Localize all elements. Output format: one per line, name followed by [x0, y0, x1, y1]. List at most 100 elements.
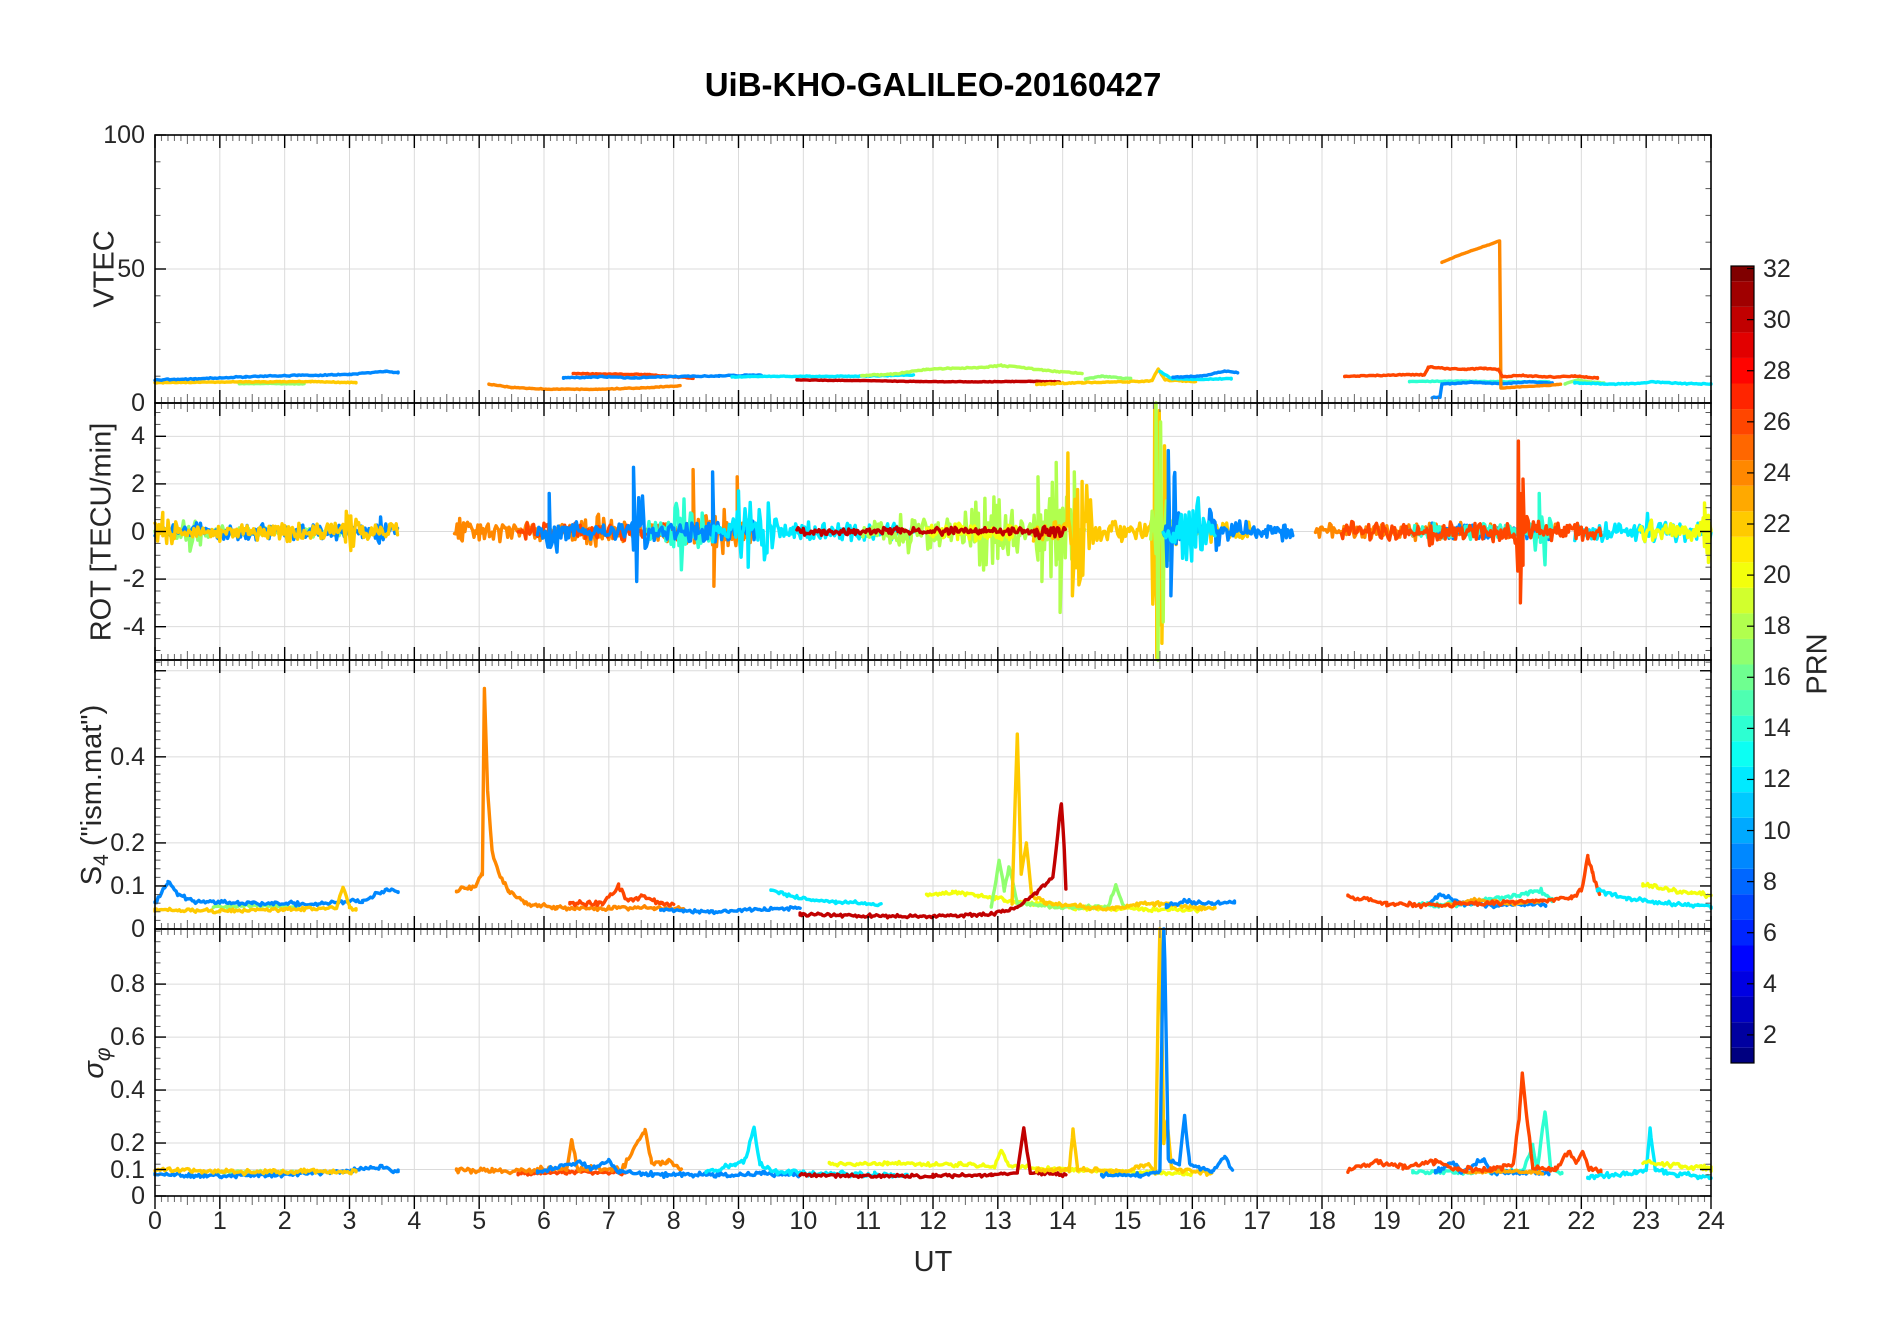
ytick-sigma-phi-0.1: 0.1 [110, 1155, 145, 1184]
colorbar-band-18 [1731, 613, 1754, 639]
colorbar-band-19 [1731, 587, 1754, 614]
trace-prn-22 [1010, 732, 1217, 912]
ytick-rot--2: -2 [122, 565, 145, 594]
panel-sigma-phi [153, 927, 1713, 1209]
trace-prn-9 [1427, 892, 1548, 910]
colorbar-band-29 [1731, 332, 1754, 358]
cbtick-label-18: 18 [1763, 612, 1791, 641]
xlabel-ut: UT [913, 1246, 953, 1278]
colorbar-label: PRN [1801, 633, 1834, 695]
ytick-rot-4: 4 [131, 422, 145, 451]
ytick-rot--4: -4 [122, 612, 145, 641]
ytick-sigma-phi-0.6: 0.6 [110, 1023, 145, 1052]
trace-prn-9 [153, 879, 400, 908]
trace-prn-12 [1595, 887, 1713, 910]
xtick-14: 14 [1048, 1207, 1077, 1235]
cbtick-label-2: 2 [1763, 1020, 1777, 1049]
xtick-8: 8 [666, 1207, 681, 1235]
xtick-1: 1 [212, 1207, 227, 1235]
ticks-s4 [154, 660, 1712, 930]
ytick-rot-0: 0 [131, 517, 145, 546]
colorbar-band-28 [1731, 357, 1754, 384]
trace-prn-22 [1035, 367, 1198, 387]
ytick-sigma-phi-0.4: 0.4 [110, 1076, 145, 1105]
xtick-3: 3 [342, 1207, 357, 1235]
cbtick-label-20: 20 [1763, 561, 1791, 590]
xtick-23: 23 [1632, 1207, 1661, 1235]
cbtick-label-8: 8 [1763, 867, 1777, 896]
trace-prn-12 [1586, 1126, 1713, 1181]
cbtick-label-12: 12 [1763, 765, 1791, 794]
colorbar-band-4 [1731, 971, 1754, 997]
panel-frame-sigma-phi [154, 928, 1712, 1197]
colorbar-band-9 [1731, 843, 1754, 869]
trace-prn-30 [795, 378, 1062, 384]
xtick-15: 15 [1113, 1207, 1142, 1235]
trace-prn-20 [924, 521, 1019, 543]
ytick-s4-0: 0 [131, 915, 145, 943]
cbtick-label-4: 4 [1763, 969, 1777, 998]
colorbar-band-21 [1731, 536, 1754, 563]
colorbar-band-24 [1731, 460, 1754, 486]
panel-vtec [153, 134, 1713, 404]
chart-title: UiB-KHO-GALILEO-20160427 [704, 66, 1162, 103]
trace-prn-22 [153, 379, 358, 385]
colorbar-band-25 [1731, 434, 1754, 461]
ytick-vtec-0: 0 [131, 389, 145, 417]
colorbar-band-26 [1731, 409, 1754, 435]
trace-prn-26 [1339, 439, 1603, 605]
trace-prn-30 [795, 524, 1067, 541]
trace-prn-9 [659, 905, 802, 916]
trace-prn-22 [1035, 927, 1214, 1177]
colorbar-band-11 [1731, 792, 1754, 818]
trace-prn-26 [1346, 853, 1602, 910]
trace-prn-12 [769, 888, 883, 908]
xtick-7: 7 [601, 1207, 616, 1235]
ylabel-rot: ROT [TECU/min] [85, 422, 118, 641]
cbtick-label-28: 28 [1763, 356, 1791, 385]
trace-prn-9 [561, 373, 763, 380]
cbtick-label-10: 10 [1763, 816, 1791, 845]
colorbar-band-30 [1731, 306, 1754, 333]
trace-prn-22 [153, 885, 358, 915]
ytick-s4-0.4: 0.4 [110, 742, 145, 771]
xtick-19: 19 [1372, 1207, 1401, 1235]
trace-prn-20 [1641, 881, 1713, 899]
trace-prn-24 [1440, 239, 1563, 390]
colorbar-band-27 [1731, 383, 1754, 410]
panel-s4 [153, 659, 1713, 930]
xtick-11: 11 [855, 1207, 882, 1235]
xtick-2: 2 [277, 1207, 292, 1235]
colorbar-band-7 [1731, 894, 1754, 920]
trace-prn-12 [710, 489, 916, 569]
trace-prn-24 [487, 382, 682, 392]
colorbar-band-10 [1731, 817, 1754, 844]
cbtick-label-24: 24 [1763, 458, 1791, 487]
xtick-18: 18 [1308, 1207, 1336, 1235]
ticks-sigma-phi [154, 929, 1712, 1209]
trace-prn-12 [1161, 496, 1217, 563]
trace-prn-17 [211, 902, 300, 910]
ytick-s4-0.2: 0.2 [110, 828, 145, 857]
trace-prn-22 [153, 509, 400, 553]
colorbar-band-13 [1731, 741, 1754, 767]
ytick-vtec-50: 50 [117, 255, 145, 283]
colorbar-band-23 [1731, 485, 1754, 512]
xtick-10: 10 [789, 1207, 818, 1235]
colorbar-band-15 [1731, 690, 1754, 716]
ytick-sigma-phi-0: 0 [131, 1182, 145, 1210]
xtick-4: 4 [407, 1207, 422, 1235]
trace-prn-17 [1083, 374, 1133, 381]
xtick-0: 0 [148, 1207, 162, 1235]
trace-prn-24 [454, 686, 686, 912]
ticks-rot [154, 403, 1712, 660]
xtick-17: 17 [1243, 1207, 1272, 1235]
trace-prn-9 [1164, 897, 1237, 910]
colorbar-band-5 [1731, 945, 1754, 972]
trace-prn-26 [1343, 365, 1600, 380]
trace-prn-20 [1641, 1158, 1713, 1173]
trace-prn-22 [153, 1166, 358, 1177]
cbtick-label-16: 16 [1763, 663, 1791, 692]
